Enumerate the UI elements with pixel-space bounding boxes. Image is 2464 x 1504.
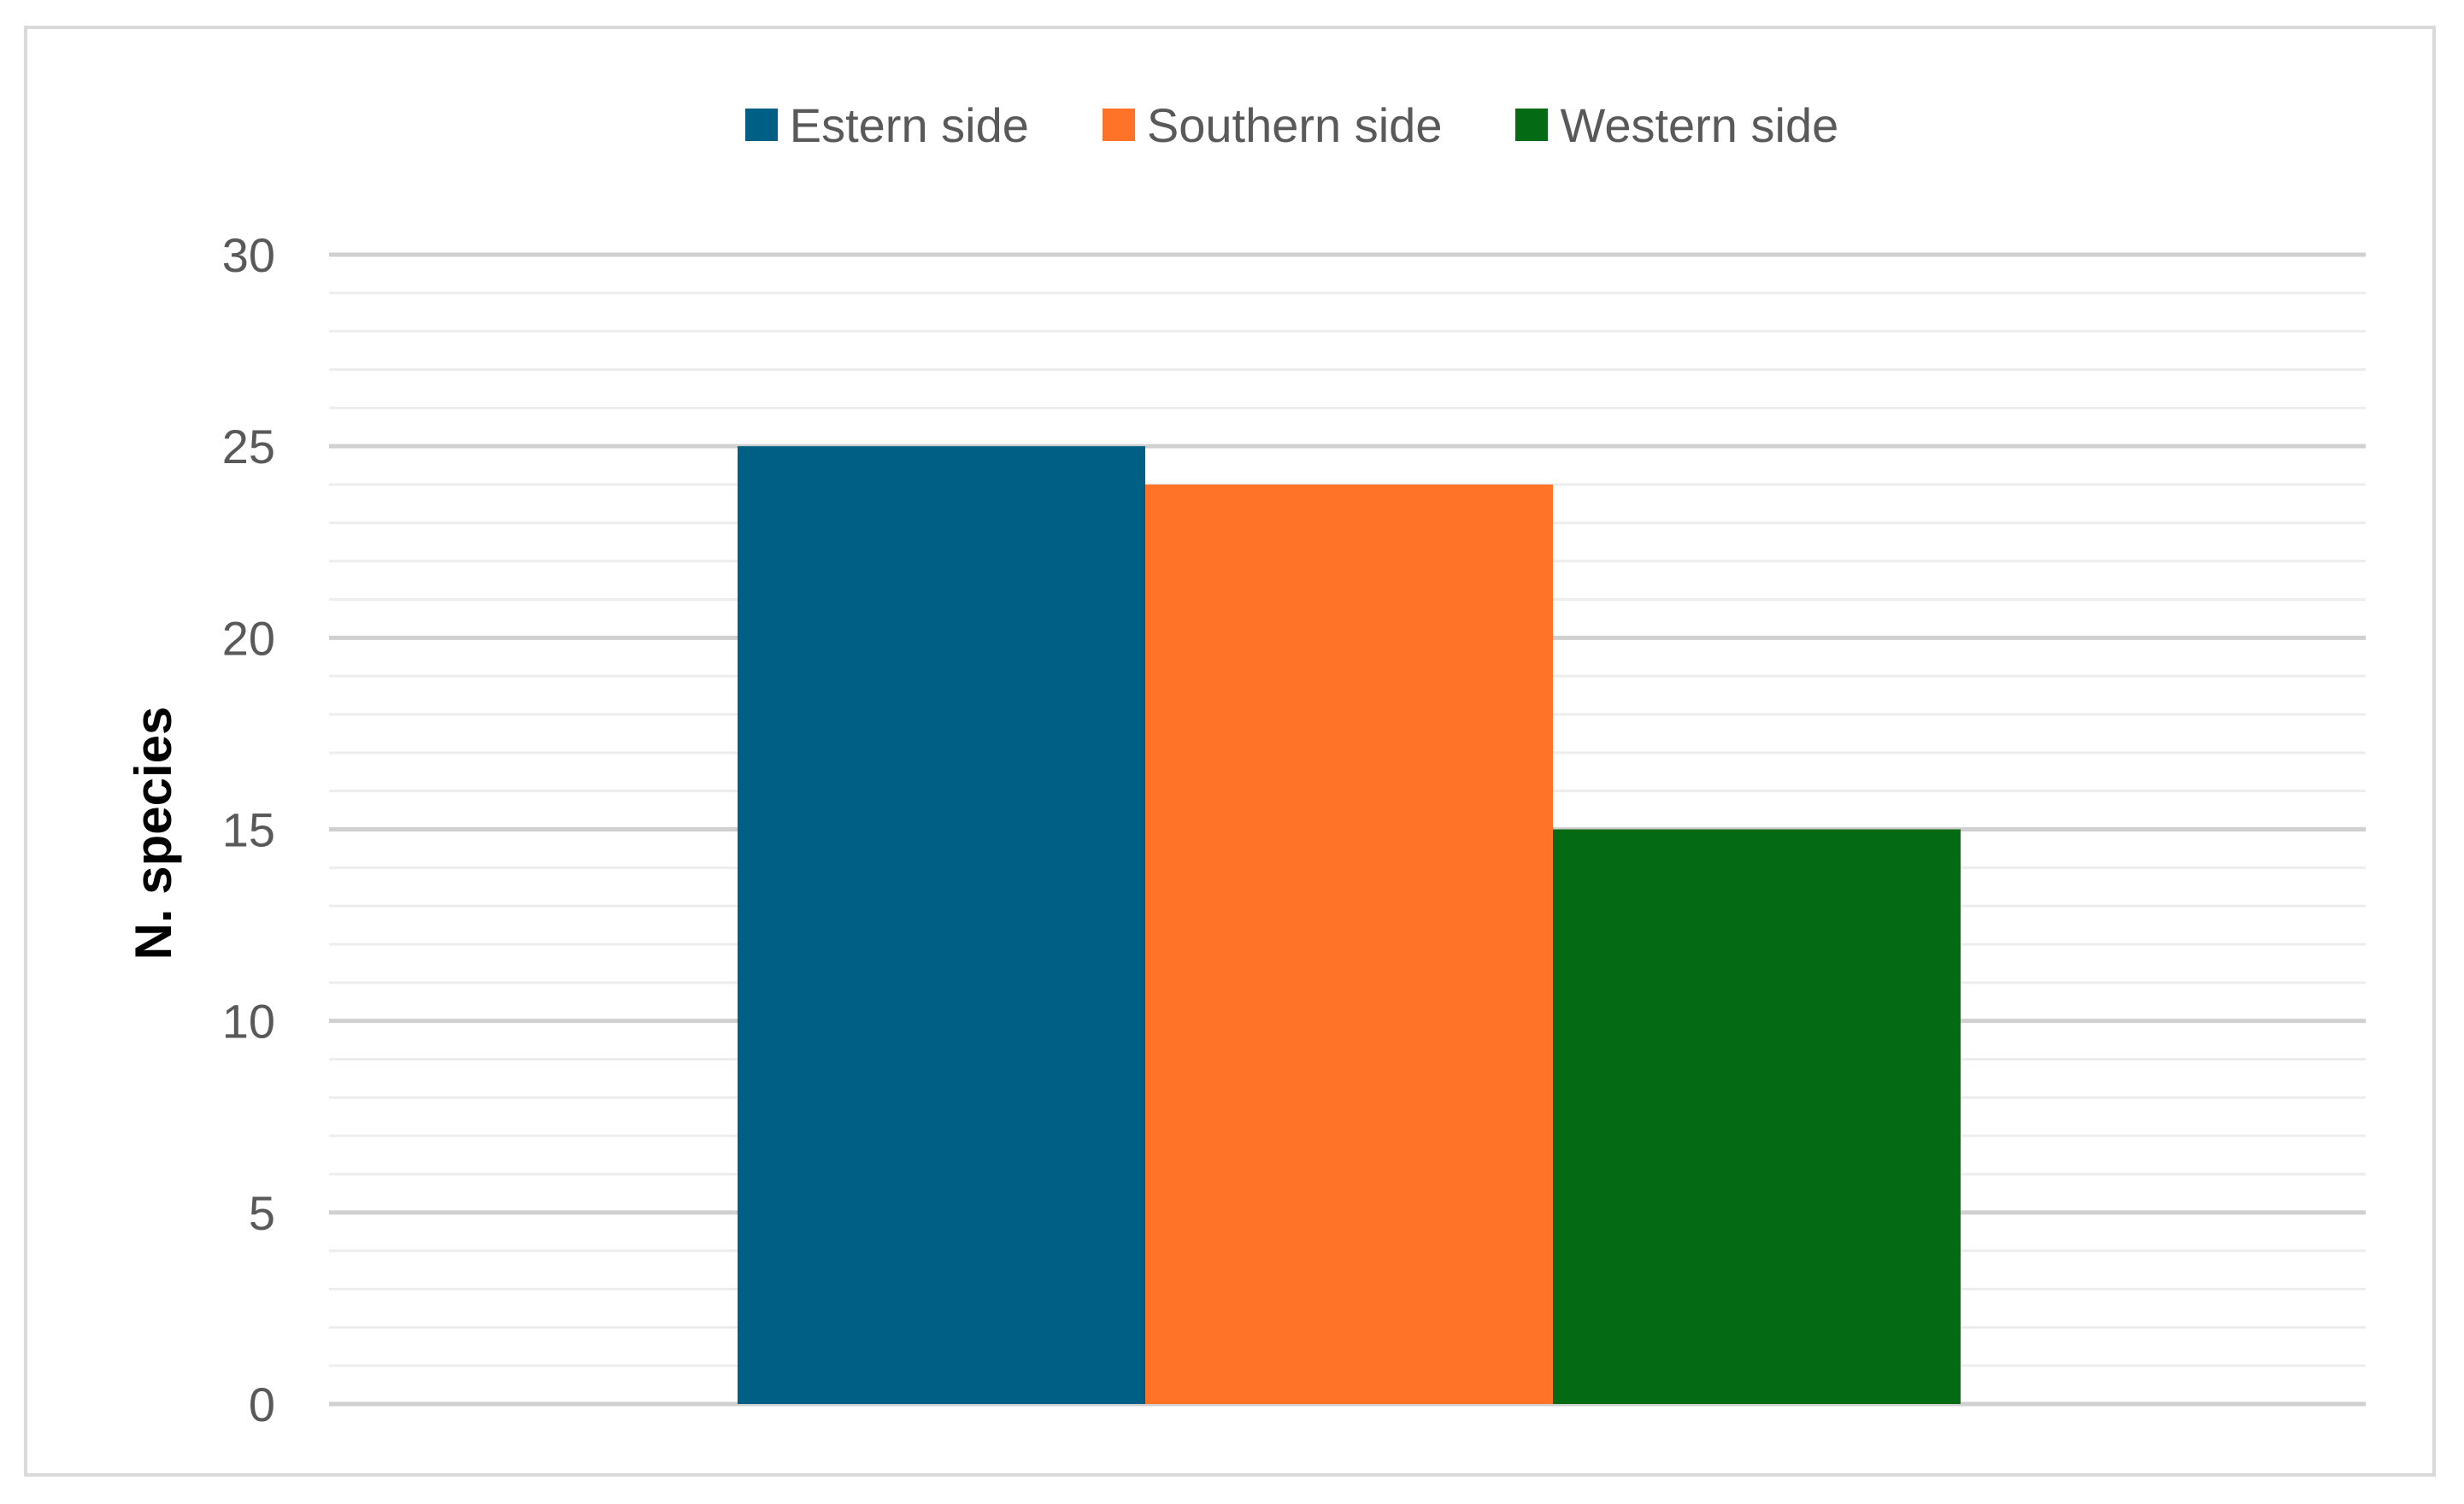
y-axis-ticks: 0 5 10 15 20 25 30: [222, 228, 275, 1431]
y-tick-label: 10: [222, 995, 275, 1049]
legend-item-southern: Southern side: [1102, 97, 1443, 153]
legend-item-estern: Estern side: [744, 97, 1029, 153]
y-tick-label: 20: [222, 611, 275, 665]
y-tick-label: 25: [222, 420, 275, 473]
legend-label-estern: Estern side: [789, 97, 1029, 152]
legend: Estern side Southern side Western side: [0, 91, 2464, 159]
y-tick-label: 15: [222, 803, 275, 857]
legend-item-western: Western side: [1515, 97, 1838, 153]
y-axis-title: N. species: [125, 707, 182, 961]
bar-estern-side: [738, 446, 1145, 1404]
bars: [738, 446, 1961, 1404]
legend-label-southern: Southern side: [1146, 97, 1443, 152]
legend-swatch-western: [1515, 109, 1549, 141]
y-tick-label: 0: [249, 1378, 275, 1431]
legend-swatch-southern: [1102, 109, 1135, 141]
y-tick-label: 30: [222, 228, 275, 282]
bar-southern-side: [1145, 485, 1553, 1404]
legend-label-western: Western side: [1560, 97, 1839, 152]
bar-western-side: [1553, 829, 1961, 1404]
y-tick-label: 5: [249, 1186, 275, 1240]
legend-swatch-estern: [744, 109, 778, 141]
